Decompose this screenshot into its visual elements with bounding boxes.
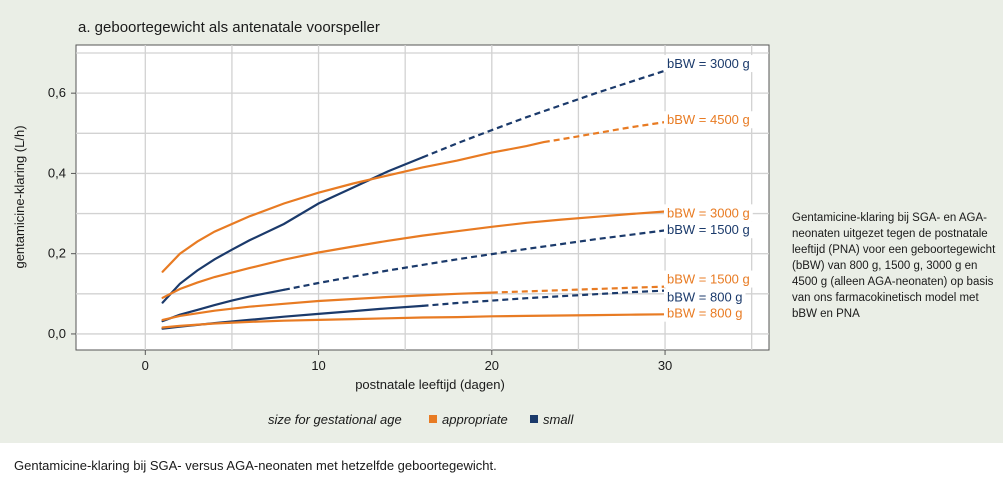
series-projection-small-1500g <box>283 229 666 291</box>
line-label: bBW = 3000 g <box>667 205 750 220</box>
line-label: bBW = 1500 g <box>667 222 750 237</box>
legend: size for gestational age appropriate sma… <box>268 412 574 427</box>
plot-area <box>75 44 770 351</box>
y-axis-label: gentamicine-klaring (L/h) <box>12 125 27 268</box>
series-projection-small-3000g <box>422 69 666 159</box>
series-projection-appropriate-4500g <box>543 121 666 144</box>
x-tick-label: 10 <box>311 358 325 373</box>
chart-title: a. geboortegewicht als antenatale voorsp… <box>78 19 380 36</box>
x-axis-label: postnatale leeftijd (dagen) <box>355 377 505 392</box>
series-lines <box>161 69 667 330</box>
line-label-bg <box>664 204 753 222</box>
figure-caption: Gentamicine-klaring bij SGA- versus AGA-… <box>14 458 497 473</box>
line-label: bBW = 1500 g <box>667 272 750 287</box>
series-line-appropriate-1500g <box>161 291 493 321</box>
series-line-appropriate-4500g <box>161 141 545 273</box>
line-label-bg <box>664 111 753 129</box>
line-label: bBW = 800 g <box>667 306 743 321</box>
y-tick-label: 0,6 <box>48 85 66 100</box>
series-line-appropriate-800g <box>161 313 667 329</box>
figure-description: Gentamicine-klaring bij SGA- en AGA-neon… <box>792 212 996 320</box>
line-label-bg <box>664 270 753 288</box>
y-tick-label: 0,4 <box>48 165 66 180</box>
grid <box>76 45 769 350</box>
legend-swatch-small <box>530 415 538 423</box>
line-label: bBW = 3000 g <box>667 56 750 71</box>
series-line-appropriate-3000g <box>161 210 667 299</box>
chart: a. geboortegewicht als antenatale voorsp… <box>12 19 770 427</box>
x-tick-label: 0 <box>142 358 149 373</box>
series-line-small-1500g <box>161 288 285 323</box>
series-projection-small-800g <box>422 289 666 307</box>
series-projection-appropriate-1500g <box>491 285 666 294</box>
legend-label-appropriate: appropriate <box>442 412 508 427</box>
legend-title: size for gestational age <box>268 412 402 427</box>
series-line-small-3000g <box>161 156 424 304</box>
line-label-bg <box>664 55 753 73</box>
legend-label-small: small <box>543 412 574 427</box>
line-label-bg <box>664 304 746 322</box>
x-tick-label: 20 <box>485 358 499 373</box>
line-labels: bBW = 3000 g bBW = 4500 g bBW = 3000 g bBW … <box>664 55 753 322</box>
y-tick-label: 0,2 <box>48 246 66 261</box>
axis-ticks: 0 10 20 30 0,0 0,2 0,4 0,6 <box>48 85 672 373</box>
y-tick-label: 0,0 <box>48 326 66 341</box>
line-label: bBW = 800 g <box>667 290 743 305</box>
line-label-bg <box>664 288 746 306</box>
legend-swatch-appropriate <box>429 415 437 423</box>
line-label-bg <box>664 221 753 239</box>
x-tick-label: 30 <box>658 358 672 373</box>
line-label: bBW = 4500 g <box>667 112 750 127</box>
